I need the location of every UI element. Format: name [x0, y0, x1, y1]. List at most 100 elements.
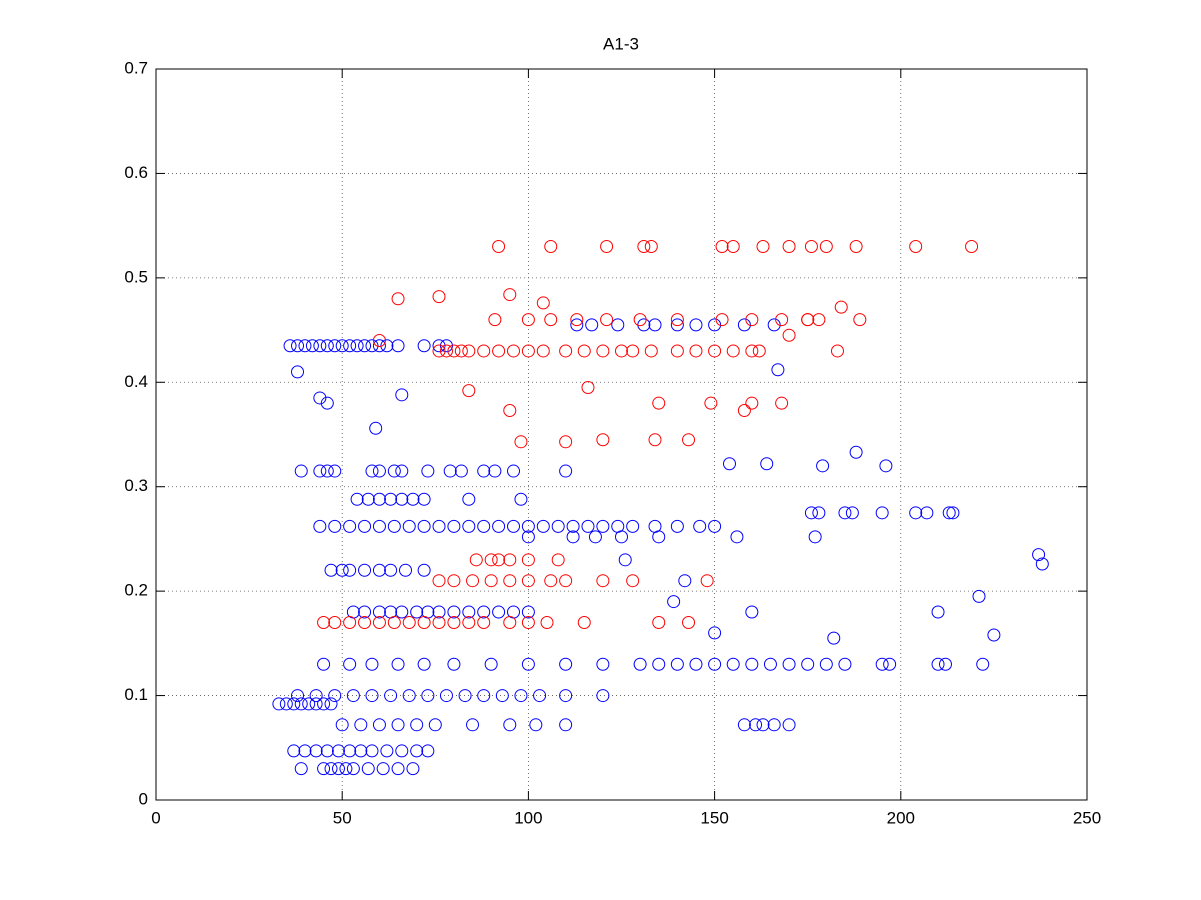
point: [521, 657, 535, 671]
point: [503, 615, 517, 629]
point: [909, 506, 923, 520]
point: [372, 464, 386, 478]
point: [875, 657, 889, 671]
point: [533, 689, 547, 703]
point: [346, 689, 360, 703]
point: [737, 318, 751, 332]
point: [365, 689, 379, 703]
point: [399, 563, 413, 577]
point: [909, 240, 923, 254]
point: [987, 628, 1001, 642]
point: [726, 240, 740, 254]
point: [544, 313, 558, 327]
point: [343, 744, 357, 758]
point: [328, 689, 342, 703]
point: [745, 396, 759, 410]
point: [477, 605, 491, 619]
point: [402, 689, 416, 703]
point: [708, 626, 722, 640]
point: [358, 605, 372, 619]
y-tick-label: 0.5: [124, 267, 148, 286]
point: [652, 396, 666, 410]
point: [421, 689, 435, 703]
point: [439, 339, 453, 353]
point: [331, 762, 345, 776]
point: [845, 506, 859, 520]
point: [626, 344, 640, 358]
point: [596, 519, 610, 533]
point: [689, 657, 703, 671]
point: [343, 519, 357, 533]
point: [492, 553, 506, 567]
point: [343, 339, 357, 353]
point: [648, 318, 662, 332]
point: [726, 344, 740, 358]
point: [726, 657, 740, 671]
point: [417, 339, 431, 353]
point: [559, 689, 573, 703]
point: [391, 762, 405, 776]
point: [380, 339, 394, 353]
point: [689, 344, 703, 358]
point: [358, 519, 372, 533]
point: [626, 574, 640, 588]
point: [417, 492, 431, 506]
point: [521, 615, 535, 629]
y-tick-label: 0.2: [124, 581, 148, 600]
point: [454, 464, 468, 478]
point: [827, 631, 841, 645]
point: [521, 574, 535, 588]
point: [369, 421, 383, 435]
point: [469, 553, 483, 567]
point: [581, 381, 595, 395]
point: [521, 519, 535, 533]
point: [819, 240, 833, 254]
x-tick-label: 100: [514, 808, 542, 827]
point: [313, 519, 327, 533]
point: [343, 563, 357, 577]
point: [689, 318, 703, 332]
point: [566, 530, 580, 544]
point: [372, 563, 386, 577]
point: [611, 318, 625, 332]
point: [335, 563, 349, 577]
point: [462, 519, 476, 533]
point: [559, 657, 573, 671]
point: [670, 344, 684, 358]
point: [942, 506, 956, 520]
point: [682, 615, 696, 629]
point: [484, 657, 498, 671]
point: [279, 697, 293, 711]
point: [819, 657, 833, 671]
point: [521, 553, 535, 567]
point: [320, 744, 334, 758]
point: [708, 657, 722, 671]
point: [324, 697, 338, 711]
point: [965, 240, 979, 254]
point: [559, 435, 573, 449]
point: [596, 344, 610, 358]
point: [462, 615, 476, 629]
point: [782, 718, 796, 732]
point: [704, 396, 718, 410]
point: [708, 344, 722, 358]
point: [551, 553, 565, 567]
point: [492, 240, 506, 254]
point: [618, 553, 632, 567]
point: [477, 519, 491, 533]
point: [577, 344, 591, 358]
point: [294, 697, 308, 711]
point: [361, 492, 375, 506]
point: [715, 240, 729, 254]
point: [477, 615, 491, 629]
point: [521, 344, 535, 358]
point: [346, 762, 360, 776]
point: [492, 519, 506, 533]
point: [354, 744, 368, 758]
point: [767, 318, 781, 332]
x-tick-label: 0: [151, 808, 160, 827]
point: [406, 762, 420, 776]
point: [529, 718, 543, 732]
point: [581, 519, 595, 533]
